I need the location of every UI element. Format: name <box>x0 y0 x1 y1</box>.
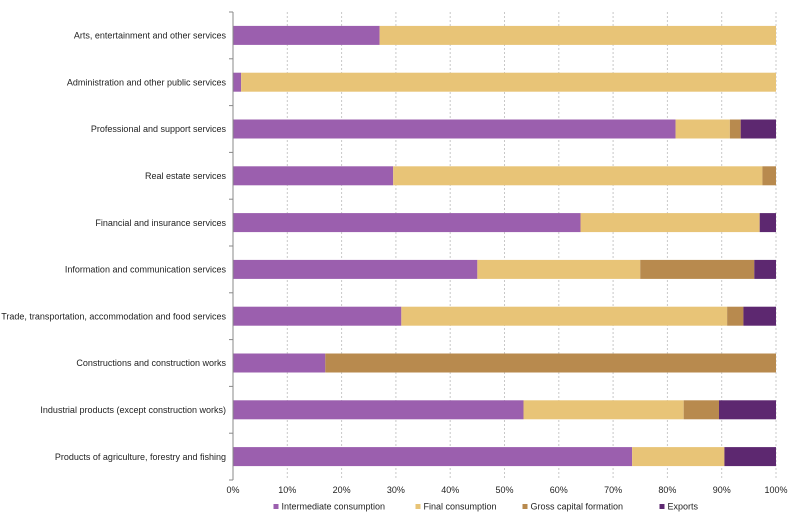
legend-swatch-final-consumption <box>415 504 421 509</box>
bar-gross-capital-formation <box>683 400 719 420</box>
category-label: Products of agriculture, forestry and fi… <box>55 452 226 462</box>
bar-intermediate-consumption <box>233 306 402 326</box>
bar-intermediate-consumption <box>233 166 394 186</box>
x-tick-label: 30% <box>387 485 405 495</box>
bar-intermediate-consumption <box>233 259 478 279</box>
x-tick-label: 0% <box>226 485 239 495</box>
x-tick-label: 50% <box>495 485 513 495</box>
legend-label: Final consumption <box>424 502 497 512</box>
x-tick-label: 20% <box>333 485 351 495</box>
bar-exports <box>718 400 776 420</box>
bar-intermediate-consumption <box>233 353 326 373</box>
bar-final-consumption <box>477 259 641 279</box>
bar-exports <box>759 213 776 233</box>
category-label: Trade, transportation, accommodation and… <box>1 311 226 321</box>
bar-intermediate-consumption <box>233 400 524 420</box>
x-tick-label: 40% <box>441 485 459 495</box>
bar-intermediate-consumption <box>233 119 676 139</box>
bar-final-consumption <box>401 306 728 326</box>
bar-intermediate-consumption <box>233 72 242 92</box>
bar-gross-capital-formation <box>727 306 744 326</box>
x-tick-labels: 0% 10% 20% 30% 40% 50% 60% 70% 80% 90% 100% <box>226 485 787 495</box>
bar-intermediate-consumption <box>233 447 633 467</box>
bar-final-consumption <box>580 213 760 233</box>
bar-final-consumption <box>393 166 763 186</box>
bar-final-consumption <box>632 447 725 467</box>
axes <box>229 11 234 481</box>
category-label: Financial and insurance services <box>95 218 226 228</box>
bar-final-consumption <box>523 400 684 420</box>
category-label: Administration and other public services <box>67 77 227 87</box>
bar-final-consumption <box>379 25 776 45</box>
legend-swatch-exports <box>659 504 665 509</box>
bar-exports <box>754 259 776 279</box>
category-label: Professional and support services <box>91 124 227 134</box>
bar-intermediate-consumption <box>233 213 581 233</box>
bar-intermediate-consumption <box>233 25 380 45</box>
x-tick-label: 60% <box>550 485 568 495</box>
bars <box>233 25 776 467</box>
legend-label: Intermediate consumption <box>282 502 386 512</box>
x-tick-label: 80% <box>658 485 676 495</box>
category-label: Constructions and construction works <box>76 358 226 368</box>
category-label: Arts, entertainment and other services <box>74 31 227 41</box>
x-tick-label: 70% <box>604 485 622 495</box>
bar-exports <box>740 119 776 139</box>
legend-swatch-gross-capital-formation <box>522 504 528 509</box>
bar-final-consumption <box>241 72 776 92</box>
category-labels: Arts, entertainment and other services Ad… <box>1 31 226 462</box>
x-tick-label: 90% <box>713 485 731 495</box>
bar-gross-capital-formation <box>729 119 741 139</box>
legend-swatch-intermediate-consumption <box>273 504 279 509</box>
category-label: Industrial products (except construction… <box>40 405 226 415</box>
x-tick-label: 100% <box>764 485 787 495</box>
bar-exports <box>724 447 776 467</box>
legend: Intermediate consumption Final consumptio… <box>273 502 699 512</box>
bar-final-consumption <box>675 119 730 139</box>
category-label: Information and communication services <box>65 265 227 275</box>
category-label: Real estate services <box>145 171 227 181</box>
bar-gross-capital-formation <box>762 166 776 186</box>
bar-exports <box>743 306 776 326</box>
legend-label: Exports <box>668 502 699 512</box>
bar-gross-capital-formation <box>325 353 776 373</box>
bar-gross-capital-formation <box>640 259 755 279</box>
x-tick-label: 10% <box>278 485 296 495</box>
legend-label: Gross capital formation <box>531 502 624 512</box>
